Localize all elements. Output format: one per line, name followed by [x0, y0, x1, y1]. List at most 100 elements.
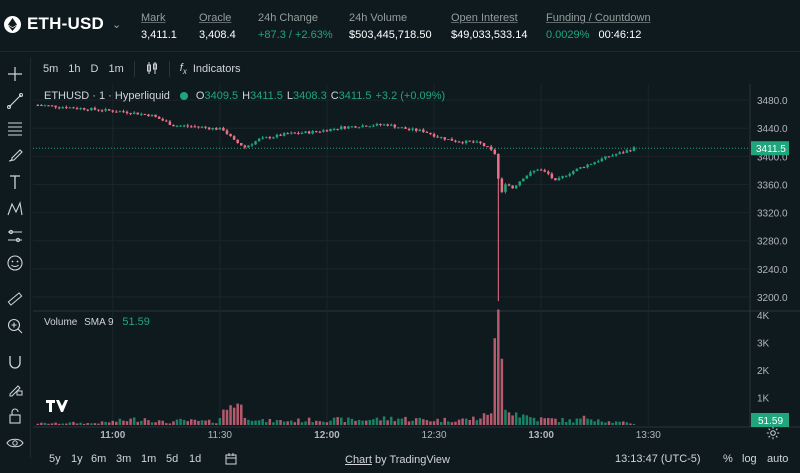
volume-bar	[514, 412, 518, 425]
ohlc-low: 3408.3	[293, 90, 327, 102]
volume-bar	[286, 421, 289, 425]
stat-label[interactable]: Funding / Countdown	[546, 12, 651, 24]
eye-icon[interactable]	[5, 433, 25, 453]
volume-bar	[457, 419, 461, 425]
volume-bar	[497, 309, 500, 425]
candle-body	[361, 125, 364, 128]
candle-body	[115, 111, 118, 113]
candle-body	[507, 184, 511, 186]
volume-bar	[561, 417, 564, 425]
percent-toggle[interactable]: %	[723, 453, 733, 465]
candle-body	[50, 105, 54, 107]
candle-body	[504, 184, 507, 192]
chart-link[interactable]: Chart	[345, 454, 372, 466]
candle-body	[357, 127, 361, 129]
range-5d[interactable]: 5d	[166, 453, 179, 465]
horizontal-lines-icon[interactable]	[5, 118, 25, 138]
interval-1h[interactable]: 1h	[68, 63, 81, 75]
candle-body	[257, 138, 261, 142]
volume-bar	[586, 418, 589, 425]
interval-d[interactable]: D	[90, 63, 99, 75]
indicators-button[interactable]: Indicators	[192, 63, 241, 75]
candle-body	[36, 104, 40, 106]
volume-bar	[57, 423, 61, 425]
candles-icon[interactable]	[145, 61, 159, 78]
volume-bar	[454, 421, 457, 425]
volume-bar	[579, 418, 582, 425]
volume-bar	[311, 422, 314, 425]
stat-label[interactable]: Oracle	[199, 12, 232, 24]
price-tick-label: 3360.0	[757, 180, 788, 191]
volume-bar	[325, 422, 329, 425]
candle-body	[143, 113, 147, 115]
candle-body	[147, 114, 150, 117]
candle-body	[90, 107, 93, 111]
range-1y[interactable]: 1y	[71, 453, 83, 465]
range-1d[interactable]: 1d	[189, 453, 202, 465]
volume-bar	[82, 423, 86, 425]
volume-bar	[504, 409, 507, 425]
date-range-icon[interactable]	[225, 453, 237, 468]
range-3m[interactable]: 3m	[116, 453, 132, 465]
volume-bar	[568, 419, 571, 425]
volume-bar	[97, 423, 100, 425]
volume-bar	[625, 422, 629, 425]
candle-body	[243, 145, 247, 148]
candle-body	[557, 177, 561, 181]
settings-gear-icon[interactable]	[766, 426, 780, 440]
candle-body	[543, 170, 546, 172]
zoom-in-icon[interactable]	[5, 316, 25, 336]
lock-icon[interactable]	[5, 406, 25, 426]
lock-drawing-icon[interactable]	[5, 379, 25, 399]
candle-body	[232, 136, 236, 140]
candle-body	[482, 143, 486, 147]
chevron-down-icon[interactable]: ⌄	[111, 18, 122, 31]
stat-funding: Funding / Countdown 0.0029% 00:46:12	[546, 12, 651, 41]
interval-1m[interactable]: 1m	[108, 63, 124, 75]
trend-line-icon[interactable]	[5, 91, 25, 111]
indicators-icon[interactable]: fx	[179, 61, 187, 77]
text-icon[interactable]	[5, 172, 25, 192]
pattern-icon[interactable]	[5, 199, 25, 219]
volume-bar	[611, 422, 614, 425]
range-5y[interactable]: 5y	[49, 453, 61, 465]
range-6m[interactable]: 6m	[91, 453, 107, 465]
candle-body	[104, 109, 107, 111]
stat-label[interactable]: Mark	[141, 12, 166, 24]
candle-body	[486, 146, 489, 148]
candle-body	[111, 110, 115, 112]
volume-bar	[368, 419, 372, 425]
volume-label[interactable]: Volume	[44, 317, 78, 328]
tradingview-logo[interactable]	[46, 400, 68, 415]
emoji-icon[interactable]	[5, 253, 25, 273]
log-toggle[interactable]: log	[742, 453, 757, 465]
brush-icon[interactable]	[5, 145, 25, 165]
magnet-icon[interactable]	[5, 352, 25, 372]
pair-selector[interactable]: ETH-USD ⌄	[4, 14, 121, 34]
volume-bar	[582, 415, 586, 425]
symbol-label[interactable]: ETHUSD · 1 · Hyperliquid	[44, 90, 170, 102]
candle-body	[547, 171, 550, 174]
candle-body	[304, 131, 307, 133]
stat-label[interactable]: Open Interest	[451, 12, 518, 24]
ruler-icon[interactable]	[5, 289, 25, 309]
auto-toggle[interactable]: auto	[767, 453, 789, 465]
volume-bar	[518, 417, 521, 425]
candle-body	[265, 137, 268, 139]
volume-bar	[236, 403, 239, 425]
candle-body	[389, 124, 393, 126]
volume-bar	[118, 418, 122, 425]
candle-body	[136, 112, 139, 115]
crosshair-icon[interactable]	[5, 64, 25, 84]
candle-body	[393, 124, 397, 128]
stat-value: $503,445,718.50	[349, 29, 432, 41]
prediction-icon[interactable]	[5, 226, 25, 246]
range-1m[interactable]: 1m	[141, 453, 157, 465]
interval-5m[interactable]: 5m	[43, 63, 59, 75]
ohlc-open: 3409.5	[204, 90, 239, 102]
funding-rate: 0.0029%	[546, 29, 590, 41]
volume-bar	[536, 421, 539, 425]
candle-body	[343, 126, 347, 129]
chart-clock[interactable]: 13:13:47 (UTC-5)	[615, 453, 701, 465]
